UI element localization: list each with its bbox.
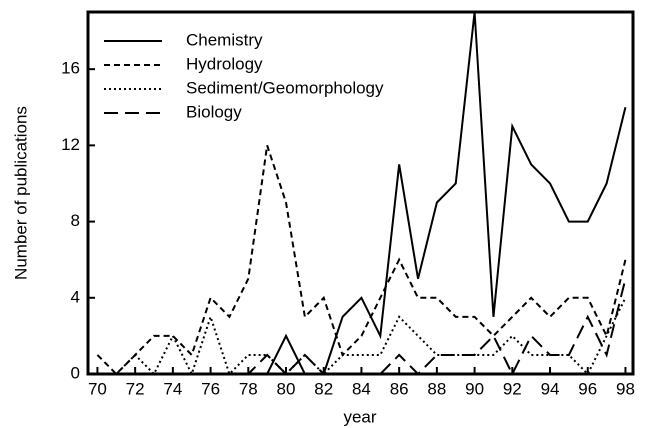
y-tick-label: 8 (71, 211, 80, 230)
x-tick-label: 98 (616, 379, 635, 398)
y-tick-label: 4 (71, 287, 80, 306)
legend-label: Sediment/Geomorphology (186, 78, 384, 97)
x-tick-label: 84 (352, 379, 371, 398)
legend-label: Chemistry (186, 30, 263, 49)
series-line (97, 11, 627, 375)
x-tick-label: 88 (427, 379, 446, 398)
y-tick-label: 16 (61, 59, 80, 78)
series-line (97, 278, 627, 377)
x-tick-label: 96 (578, 379, 597, 398)
y-tick-label: 0 (71, 363, 80, 382)
y-tick-label: 12 (61, 135, 80, 154)
x-tick-label: 94 (541, 379, 560, 398)
plot-frame (86, 10, 635, 376)
x-tick-label: 80 (277, 379, 296, 398)
x-tick-label: 92 (503, 379, 522, 398)
x-tick-label: 76 (201, 379, 220, 398)
x-tick-label: 90 (465, 379, 484, 398)
legend-label: Biology (186, 102, 242, 121)
x-tick-label: 86 (390, 379, 409, 398)
x-tick-label: 74 (163, 379, 182, 398)
x-tick-label: 78 (239, 379, 258, 398)
x-tick-label: 72 (126, 379, 145, 398)
y-axis-label: Number of publications (11, 106, 30, 280)
x-axis-label: year (343, 407, 376, 426)
x-tick-label: 70 (88, 379, 107, 398)
legend-label: Hydrology (186, 54, 263, 73)
series-line (96, 145, 627, 376)
series-line (97, 297, 627, 377)
x-tick-label: 82 (314, 379, 333, 398)
